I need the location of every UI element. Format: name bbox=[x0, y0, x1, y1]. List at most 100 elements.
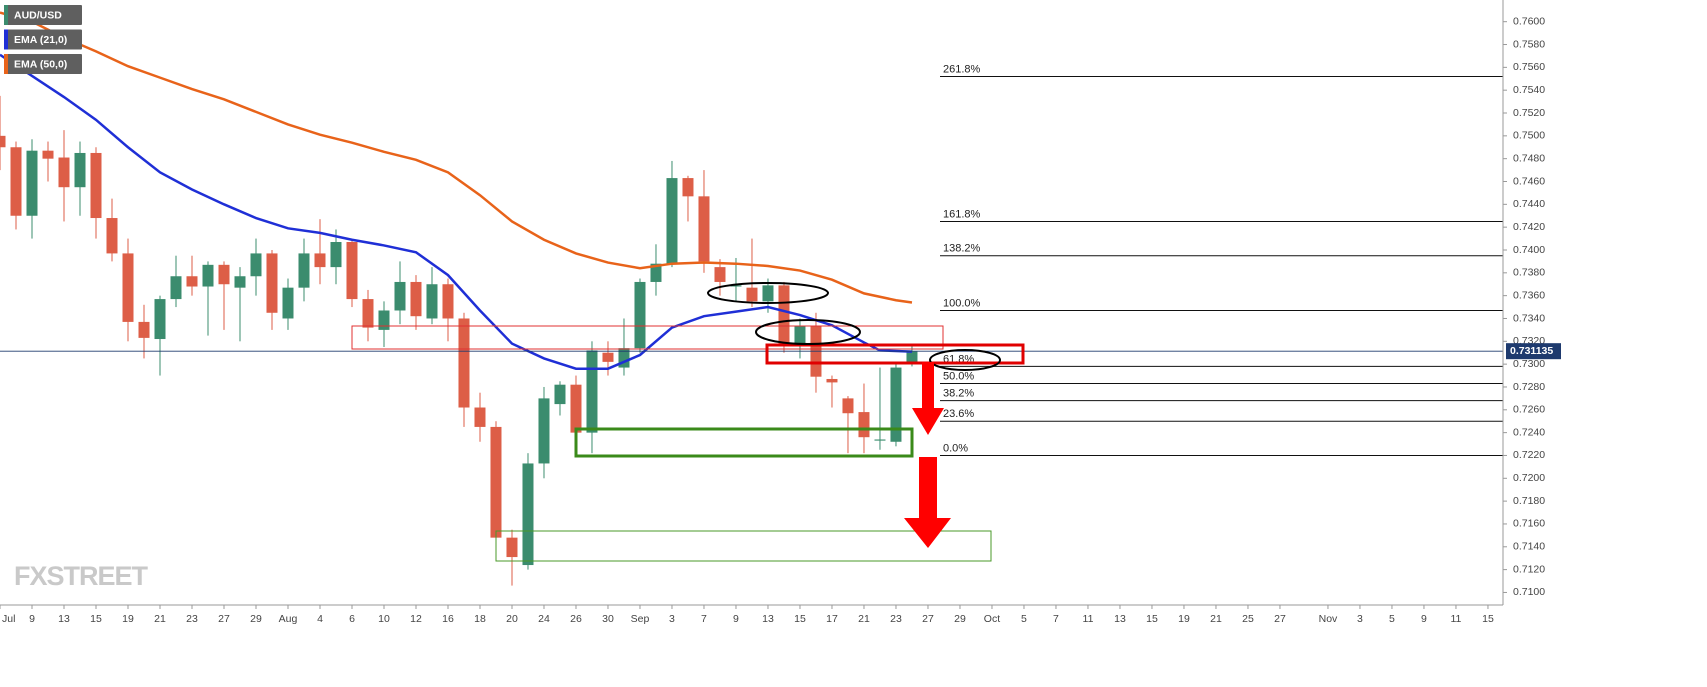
x-tick-label: 21 bbox=[1210, 613, 1222, 625]
candle-body bbox=[362, 299, 374, 328]
zone-box bbox=[765, 343, 1025, 365]
x-tick-label: 20 bbox=[506, 613, 518, 625]
candle-body bbox=[650, 263, 662, 282]
candle-body bbox=[138, 321, 150, 338]
candle-body bbox=[522, 463, 534, 566]
watermark: FXSTREET bbox=[14, 561, 149, 591]
legend-box bbox=[4, 5, 82, 25]
candle-body bbox=[730, 285, 742, 287]
y-tick-label: 0.7500 bbox=[1513, 130, 1545, 142]
ellipse bbox=[755, 319, 861, 345]
legend-swatch bbox=[4, 5, 8, 25]
y-tick-label: 0.7600 bbox=[1513, 15, 1545, 27]
x-tick-label: 13 bbox=[762, 613, 774, 625]
annotations bbox=[351, 282, 1025, 562]
x-tick-label: 18 bbox=[474, 613, 486, 625]
ema-line bbox=[0, 53, 913, 370]
candle-body bbox=[186, 276, 198, 287]
candle-body bbox=[538, 398, 550, 464]
x-tick-label: 27 bbox=[218, 613, 230, 625]
candle-body bbox=[890, 367, 902, 442]
fib-label: 100.0% bbox=[943, 297, 981, 309]
x-tick-label: Jul bbox=[2, 613, 15, 625]
x-tick-label: 5 bbox=[1389, 613, 1395, 625]
ema-line bbox=[0, 11, 913, 304]
legend-label: EMA (50,0) bbox=[14, 58, 67, 70]
candle-body bbox=[474, 407, 486, 427]
candle-body bbox=[490, 426, 502, 538]
x-tick-label: 9 bbox=[733, 613, 739, 625]
candle-body bbox=[602, 352, 614, 362]
candle-body bbox=[826, 378, 838, 383]
arrow bbox=[912, 362, 944, 435]
x-tick-label: 17 bbox=[826, 613, 838, 625]
candle-body bbox=[874, 439, 886, 441]
x-tick-label: 12 bbox=[410, 613, 422, 625]
candle-body bbox=[618, 348, 630, 368]
candle-body bbox=[346, 242, 358, 300]
x-tick-label: 10 bbox=[378, 613, 390, 625]
x-tick-label: 5 bbox=[1021, 613, 1027, 625]
x-tick-label: 26 bbox=[570, 613, 582, 625]
candle-body bbox=[26, 150, 38, 216]
candle-body bbox=[378, 310, 390, 330]
candle-body bbox=[506, 537, 518, 558]
legend-label: EMA (21,0) bbox=[14, 34, 67, 46]
candle-body bbox=[314, 253, 326, 268]
x-tick-label: 29 bbox=[250, 613, 262, 625]
candle-body bbox=[266, 253, 278, 313]
x-tick-label: 19 bbox=[1178, 613, 1190, 625]
y-tick-label: 0.7520 bbox=[1513, 107, 1545, 119]
x-tick-label: 19 bbox=[122, 613, 134, 625]
candle-body bbox=[58, 157, 70, 188]
candle-body bbox=[74, 152, 86, 188]
y-tick-label: 0.7200 bbox=[1513, 472, 1545, 484]
last-price-label: 0.731135 bbox=[1510, 345, 1553, 357]
y-tick-label: 0.7160 bbox=[1513, 518, 1545, 530]
candle-body bbox=[714, 267, 726, 282]
legend-label: AUD/USD bbox=[14, 9, 62, 21]
candle-body bbox=[42, 150, 54, 159]
x-tick-label: 9 bbox=[1421, 613, 1427, 625]
x-tick-label: 23 bbox=[186, 613, 198, 625]
candle-body bbox=[586, 350, 598, 433]
legend-box bbox=[4, 29, 82, 50]
y-tick-label: 0.7540 bbox=[1513, 84, 1545, 96]
y-tick-label: 0.7560 bbox=[1513, 61, 1545, 73]
x-tick-label: Nov bbox=[1319, 613, 1338, 625]
candle-body bbox=[202, 264, 214, 287]
x-tick-label: 7 bbox=[1053, 613, 1059, 625]
zone-box bbox=[495, 530, 992, 562]
y-tick-label: 0.7380 bbox=[1513, 267, 1545, 279]
x-tick-label: 4 bbox=[317, 613, 323, 625]
x-tick-label: Aug bbox=[279, 613, 298, 625]
fib-label: 23.6% bbox=[943, 408, 974, 420]
x-tick-label: 15 bbox=[1146, 613, 1158, 625]
candle-body bbox=[634, 281, 646, 349]
y-tick-label: 0.7580 bbox=[1513, 38, 1545, 50]
x-tick-label: 6 bbox=[349, 613, 355, 625]
candle-body bbox=[170, 276, 182, 300]
candle-body bbox=[410, 281, 422, 317]
candle-body bbox=[122, 253, 134, 322]
x-tick-label: 15 bbox=[794, 613, 806, 625]
zone-box bbox=[351, 325, 944, 350]
y-tick-label: 0.7120 bbox=[1513, 563, 1545, 575]
y-tick-label: 0.7220 bbox=[1513, 449, 1545, 461]
candle-body bbox=[394, 281, 406, 311]
y-tick-label: 0.7400 bbox=[1513, 244, 1545, 256]
candle-body bbox=[250, 253, 262, 277]
candle-body bbox=[154, 299, 166, 340]
candle-body bbox=[458, 318, 470, 408]
fib-label: 138.2% bbox=[943, 243, 981, 255]
candle-body bbox=[762, 285, 774, 302]
y-tick-label: 0.7480 bbox=[1513, 152, 1545, 164]
x-tick-label: 9 bbox=[29, 613, 35, 625]
y-tick-label: 0.7140 bbox=[1513, 541, 1545, 553]
x-tick-label: 3 bbox=[669, 613, 675, 625]
x-tick-label: 25 bbox=[1242, 613, 1254, 625]
candle-body bbox=[10, 147, 22, 216]
y-tick-label: 0.7180 bbox=[1513, 495, 1545, 507]
x-tick-label: 29 bbox=[954, 613, 966, 625]
